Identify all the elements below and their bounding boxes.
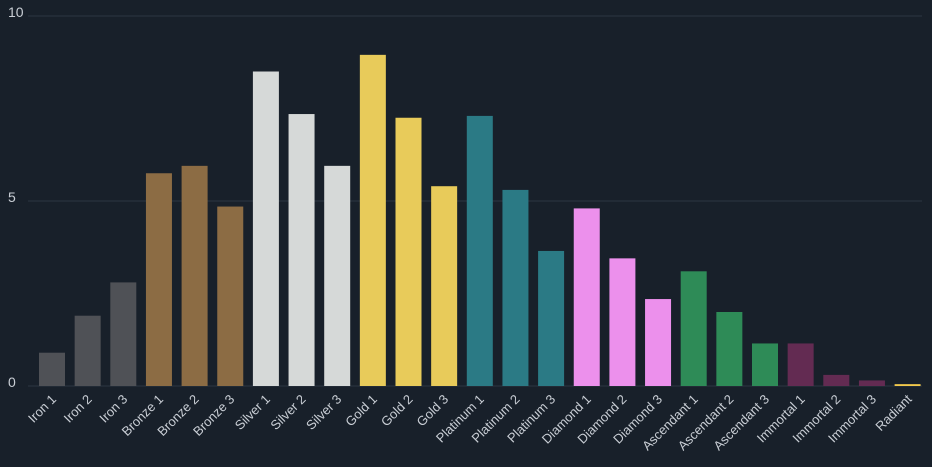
- bar-immortal-2[interactable]: [823, 374, 850, 386]
- x-tick-label: Silver 2: [267, 392, 308, 433]
- bar-iron-2[interactable]: [74, 315, 101, 386]
- bar-ascendant-1[interactable]: [680, 271, 707, 386]
- bar-gold-1[interactable]: [359, 54, 386, 386]
- bars-layer: [39, 54, 921, 387]
- bar-iron-3[interactable]: [110, 282, 137, 386]
- bar-diamond-3[interactable]: [645, 299, 672, 386]
- x-tick-label: Iron 1: [25, 392, 59, 426]
- bar-silver-1[interactable]: [252, 71, 279, 387]
- x-tick-label: Silver 3: [303, 392, 344, 433]
- bar-immortal-1[interactable]: [787, 343, 814, 386]
- x-tick-label: Iron 2: [61, 392, 95, 426]
- bar-iron-1[interactable]: [39, 352, 65, 386]
- bar-silver-3[interactable]: [324, 165, 351, 386]
- bar-gold-2[interactable]: [395, 117, 422, 386]
- bar-immortal-3[interactable]: [858, 380, 885, 386]
- bar-bronze-3[interactable]: [217, 206, 244, 386]
- bar-platinum-3[interactable]: [538, 250, 565, 386]
- x-tick-label: Gold 2: [378, 392, 416, 430]
- bar-gold-3[interactable]: [431, 186, 458, 386]
- bar-silver-2[interactable]: [288, 114, 315, 387]
- y-tick-label: 5: [8, 189, 16, 205]
- y-tick-label: 0: [8, 374, 16, 390]
- bar-diamond-2[interactable]: [609, 258, 636, 386]
- bar-platinum-1[interactable]: [466, 115, 493, 387]
- x-tick-label: Radiant: [872, 391, 915, 434]
- bar-diamond-1[interactable]: [573, 208, 600, 386]
- bar-bronze-2[interactable]: [181, 165, 208, 386]
- x-tick-label: Silver 1: [232, 392, 273, 433]
- bar-platinum-2[interactable]: [502, 189, 529, 386]
- y-axis-ticks: 0 5 10: [8, 4, 24, 390]
- bar-bronze-1[interactable]: [145, 173, 172, 386]
- y-tick-label: 10: [8, 4, 24, 20]
- bar-radiant[interactable]: [894, 384, 921, 386]
- bar-ascendant-3[interactable]: [752, 343, 778, 386]
- x-tick-label: Gold 1: [342, 392, 380, 430]
- bar-ascendant-2[interactable]: [716, 312, 743, 386]
